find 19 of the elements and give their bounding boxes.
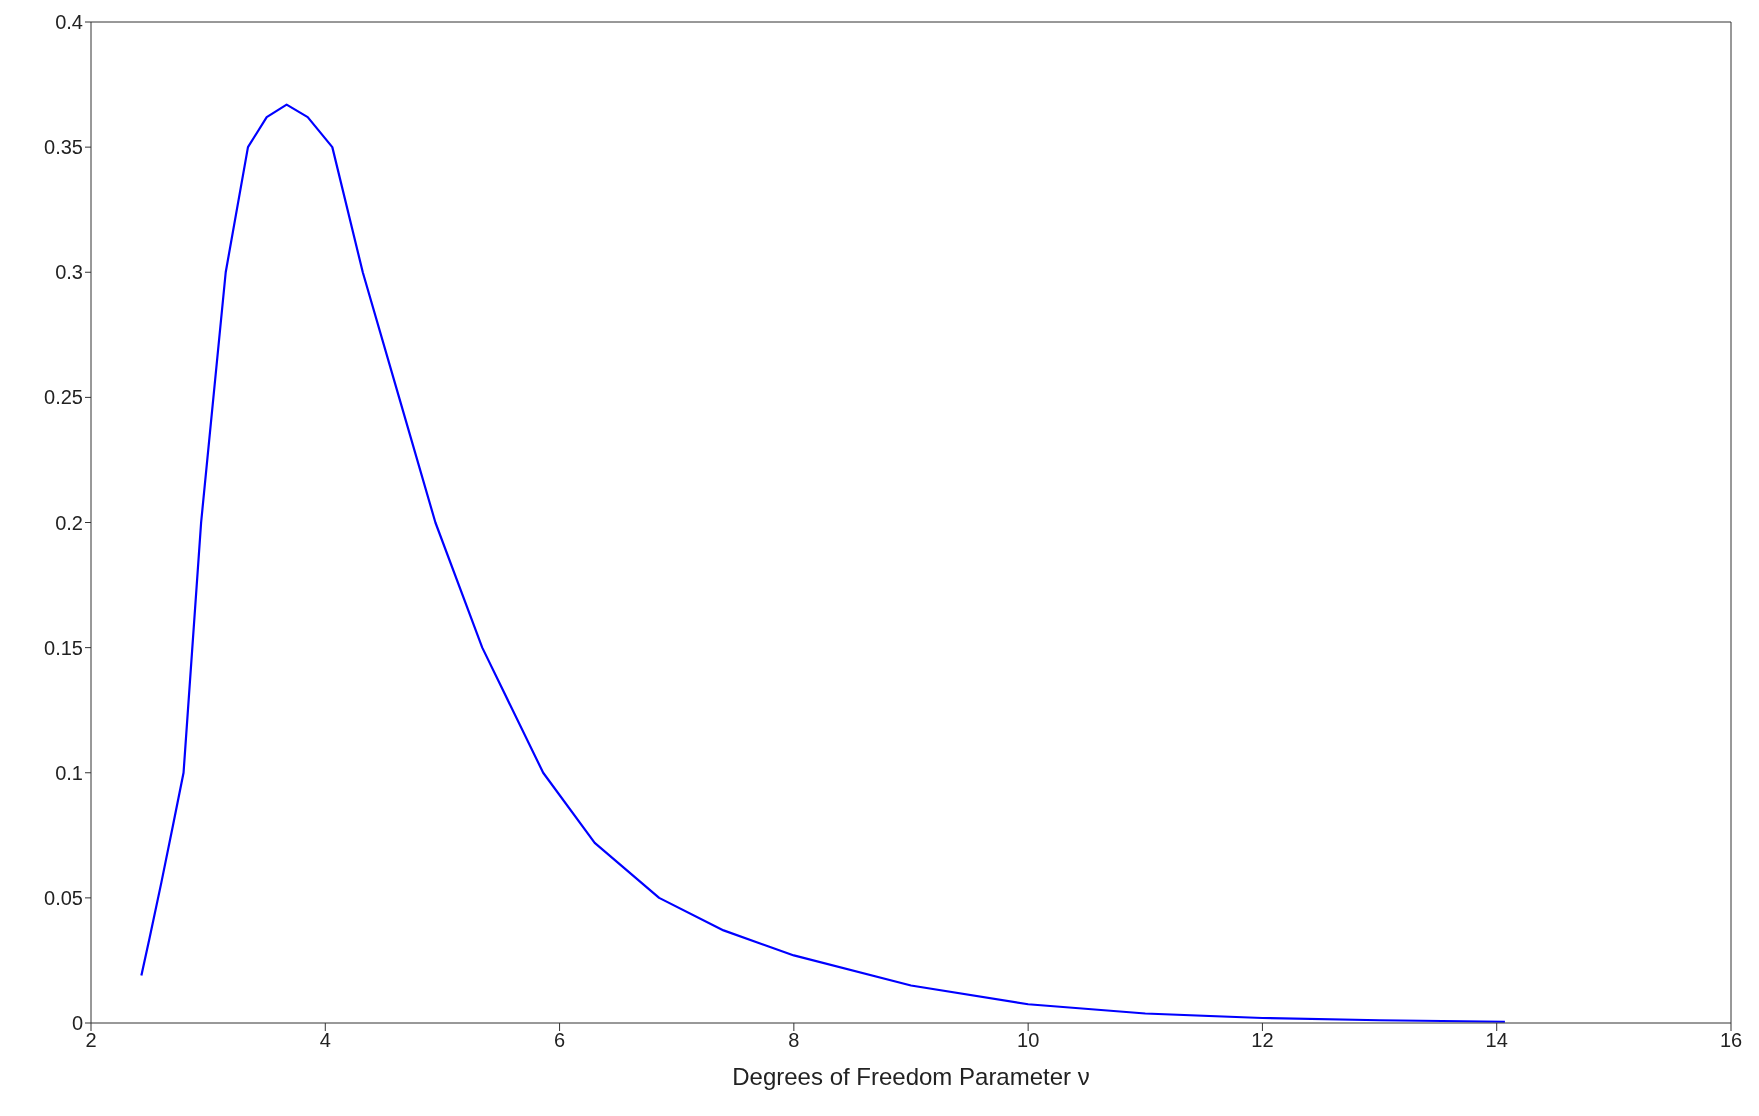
- y-tick-label: 0.35: [44, 136, 83, 159]
- y-tick-label: 0.15: [44, 636, 83, 659]
- x-tick-label: 6: [554, 1029, 566, 1052]
- x-tick-label: 16: [1719, 1029, 1743, 1052]
- x-tick-label: 14: [1485, 1029, 1508, 1052]
- y-tick-label: 0.4: [55, 11, 83, 34]
- x-tick-label: 12: [1251, 1029, 1274, 1052]
- y-tick-label: 0.3: [55, 261, 83, 284]
- y-tick-label: 0.1: [55, 761, 83, 784]
- y-tick-label: 0.05: [44, 886, 83, 909]
- x-axis-title: Degrees of Freedom Parameter ν: [732, 1063, 1090, 1090]
- y-tick-label: 0: [71, 1012, 83, 1035]
- line-series: [140, 103, 1507, 1023]
- x-tick-label: 2: [85, 1029, 97, 1052]
- x-tick-label: 8: [788, 1029, 800, 1052]
- y-tick-label: 0.25: [44, 386, 83, 409]
- x-tick-label: 10: [1017, 1029, 1040, 1052]
- y-tick-label: 0.2: [55, 511, 83, 534]
- x-tick-label: 4: [319, 1029, 331, 1052]
